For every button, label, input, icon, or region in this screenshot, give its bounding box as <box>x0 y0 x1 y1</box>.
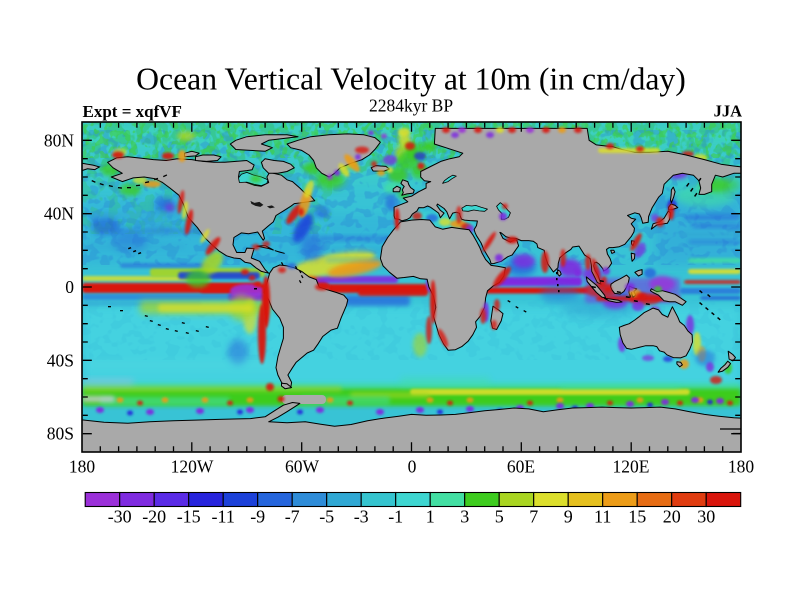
svg-text:-20: -20 <box>142 507 166 527</box>
svg-text:30: 30 <box>697 507 715 527</box>
svg-text:1: 1 <box>426 507 435 527</box>
svg-text:5: 5 <box>495 507 504 527</box>
svg-text:7: 7 <box>529 507 538 527</box>
svg-text:80N: 80N <box>44 130 75 150</box>
svg-text:Expt = xqfVF: Expt = xqfVF <box>83 102 182 121</box>
svg-text:3: 3 <box>460 507 469 527</box>
svg-text:0: 0 <box>65 277 74 297</box>
svg-text:60E: 60E <box>507 457 535 477</box>
svg-text:-9: -9 <box>250 507 265 527</box>
svg-text:80S: 80S <box>47 424 74 444</box>
svg-text:-7: -7 <box>285 507 300 527</box>
svg-text:-1: -1 <box>388 507 403 527</box>
svg-text:180: 180 <box>69 457 96 477</box>
svg-text:11: 11 <box>594 507 611 527</box>
svg-text:40S: 40S <box>47 350 74 370</box>
svg-text:120E: 120E <box>613 457 650 477</box>
svg-text:-5: -5 <box>319 507 334 527</box>
svg-text:40N: 40N <box>44 204 75 224</box>
svg-text:20: 20 <box>663 507 681 527</box>
svg-text:9: 9 <box>564 507 573 527</box>
svg-text:Ocean Vertical Velocity at 10m: Ocean Vertical Velocity at 10m (in cm/da… <box>136 62 686 97</box>
svg-text:2284kyr BP: 2284kyr BP <box>369 96 453 116</box>
svg-text:60W: 60W <box>285 457 320 477</box>
svg-text:120W: 120W <box>171 457 214 477</box>
svg-text:-3: -3 <box>354 507 369 527</box>
svg-text:-30: -30 <box>108 507 132 527</box>
svg-text:-15: -15 <box>177 507 201 527</box>
svg-text:-11: -11 <box>212 507 235 527</box>
svg-text:JJA: JJA <box>714 102 743 121</box>
svg-text:0: 0 <box>408 457 417 477</box>
svg-text:15: 15 <box>628 507 646 527</box>
svg-text:180: 180 <box>728 457 755 477</box>
